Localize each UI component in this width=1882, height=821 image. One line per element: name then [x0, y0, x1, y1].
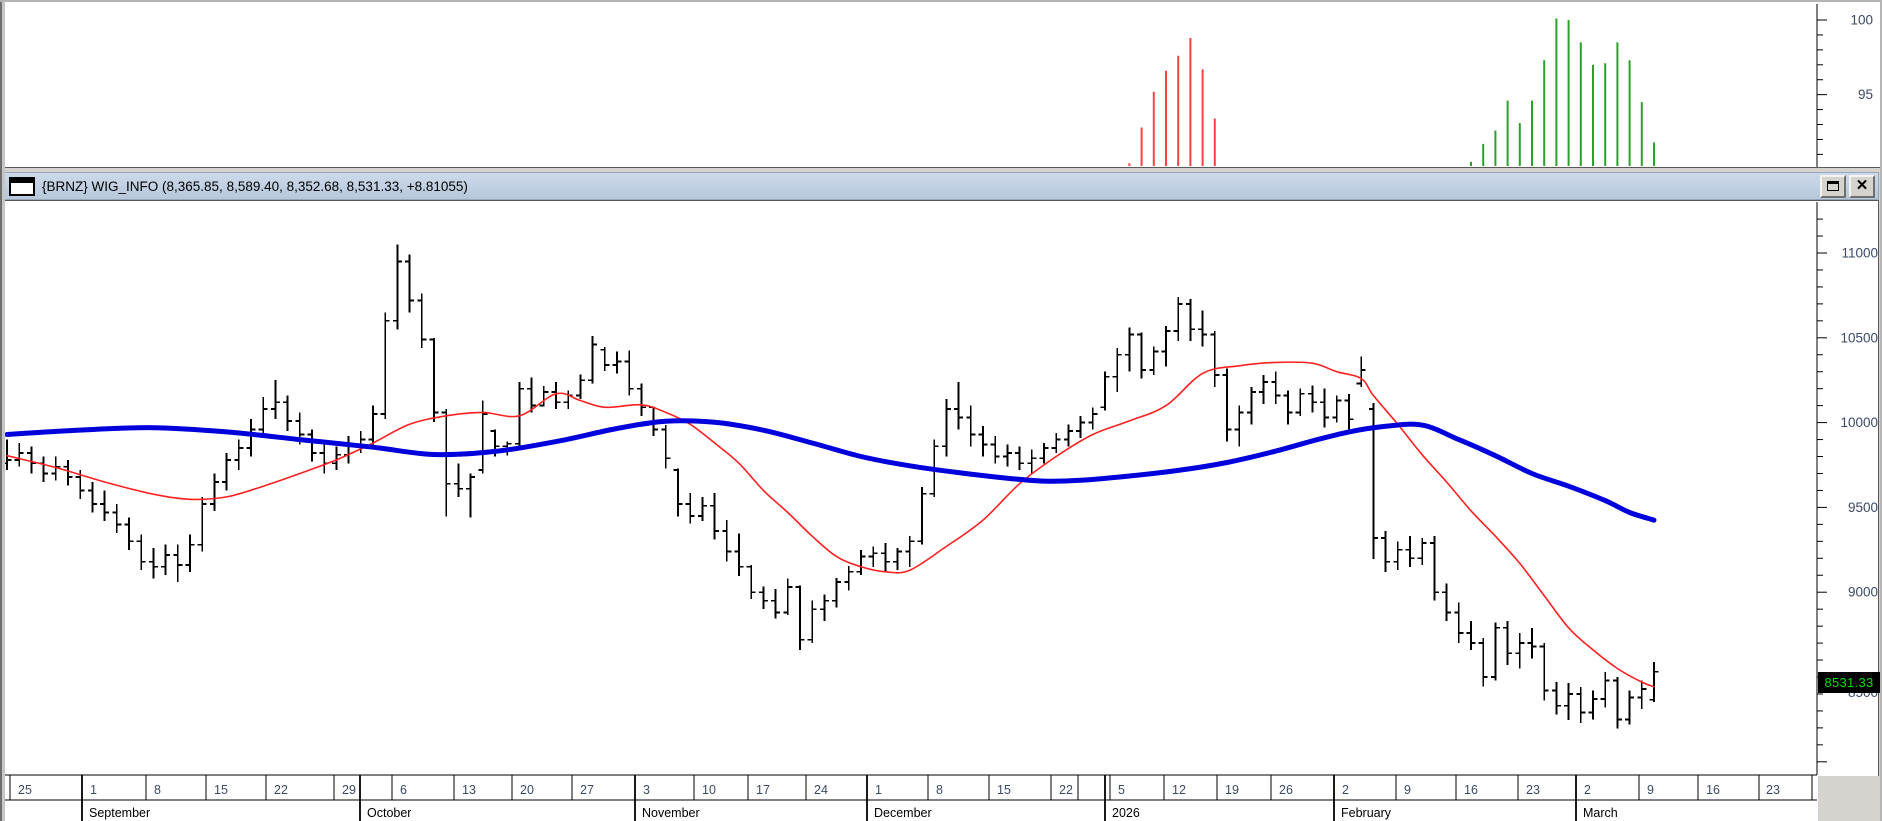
week-label: 25: [18, 783, 32, 797]
title-bar[interactable]: {BRNZ} WIG_INFO (8,365.85, 8,589.40, 8,3…: [3, 172, 1879, 200]
indicator-tick-label: 100: [1850, 13, 1873, 28]
app-frame-left: [0, 0, 5, 821]
close-button[interactable]: ✕: [1849, 174, 1875, 198]
week-label: 27: [580, 783, 594, 797]
week-label: 23: [1766, 783, 1780, 797]
week-label: 6: [400, 783, 407, 797]
window-title: {BRNZ} WIG_INFO (8,365.85, 8,589.40, 8,3…: [42, 178, 468, 194]
up-histogram: [1470, 18, 1655, 166]
week-label: 29: [342, 783, 356, 797]
system-menu-icon[interactable]: [9, 176, 35, 196]
price-flag: 8531.33: [1818, 672, 1880, 693]
week-label: 10: [702, 783, 716, 797]
month-label: February: [1341, 806, 1392, 820]
slow-ma: [4, 418, 1657, 523]
price-tick-label: 9000: [1848, 585, 1878, 600]
month-label: November: [642, 806, 700, 820]
price-tick-label: 9500: [1848, 500, 1878, 515]
maximize-button[interactable]: [1820, 174, 1846, 198]
week-label: 17: [756, 783, 770, 797]
month-label: 2026: [1112, 806, 1140, 820]
week-label: 22: [1059, 783, 1073, 797]
week-label: 2: [1584, 783, 1591, 797]
week-label: 20: [520, 783, 534, 797]
week-label: 16: [1706, 783, 1720, 797]
system-menu-icon-bar: [11, 178, 33, 183]
week-label: 1: [90, 783, 97, 797]
price-chart: 8500900095001000010500110002518152229613…: [2, 202, 1880, 821]
chart-plot-area: [3, 200, 1879, 821]
fast-ma: [6, 361, 1655, 688]
indicator-chart: 95 100: [1128, 4, 1873, 167]
week-label: 9: [1647, 783, 1654, 797]
ohlc-bars: [2, 244, 1659, 729]
week-label: 8: [154, 783, 161, 797]
week-label: 13: [462, 783, 476, 797]
maximize-icon: [1827, 181, 1839, 191]
week-label: 2: [1342, 783, 1349, 797]
price-tick-label: 10500: [1840, 330, 1878, 345]
app-frame-right: [1880, 0, 1882, 821]
week-label: 24: [814, 783, 828, 797]
close-icon: ✕: [1855, 176, 1869, 194]
month-label: September: [89, 806, 150, 820]
week-label: 3: [643, 783, 650, 797]
axis-corner-fill: [1818, 776, 1880, 821]
week-label: 8: [936, 783, 943, 797]
price-tick-label: 10000: [1840, 415, 1878, 430]
week-label: 15: [214, 783, 228, 797]
week-label: 1: [875, 783, 882, 797]
down-histogram: [1128, 37, 1216, 166]
indicator-tick-label: 95: [1858, 87, 1873, 102]
week-label: 22: [274, 783, 288, 797]
week-label: 15: [997, 783, 1011, 797]
week-label: 16: [1464, 783, 1478, 797]
indicator-window: 95 100: [0, 0, 1882, 167]
week-label: 19: [1225, 783, 1239, 797]
week-label: 26: [1279, 783, 1293, 797]
month-label: October: [367, 806, 411, 820]
window-controls: ✕: [1820, 174, 1875, 198]
price-tick-label: 11000: [1841, 246, 1878, 261]
week-label: 9: [1404, 783, 1411, 797]
week-label: 12: [1172, 783, 1186, 797]
app-frame-top: [0, 0, 1882, 2]
month-label: December: [874, 806, 932, 820]
month-label: March: [1583, 806, 1618, 820]
week-label: 5: [1118, 783, 1125, 797]
week-label: 23: [1526, 783, 1540, 797]
